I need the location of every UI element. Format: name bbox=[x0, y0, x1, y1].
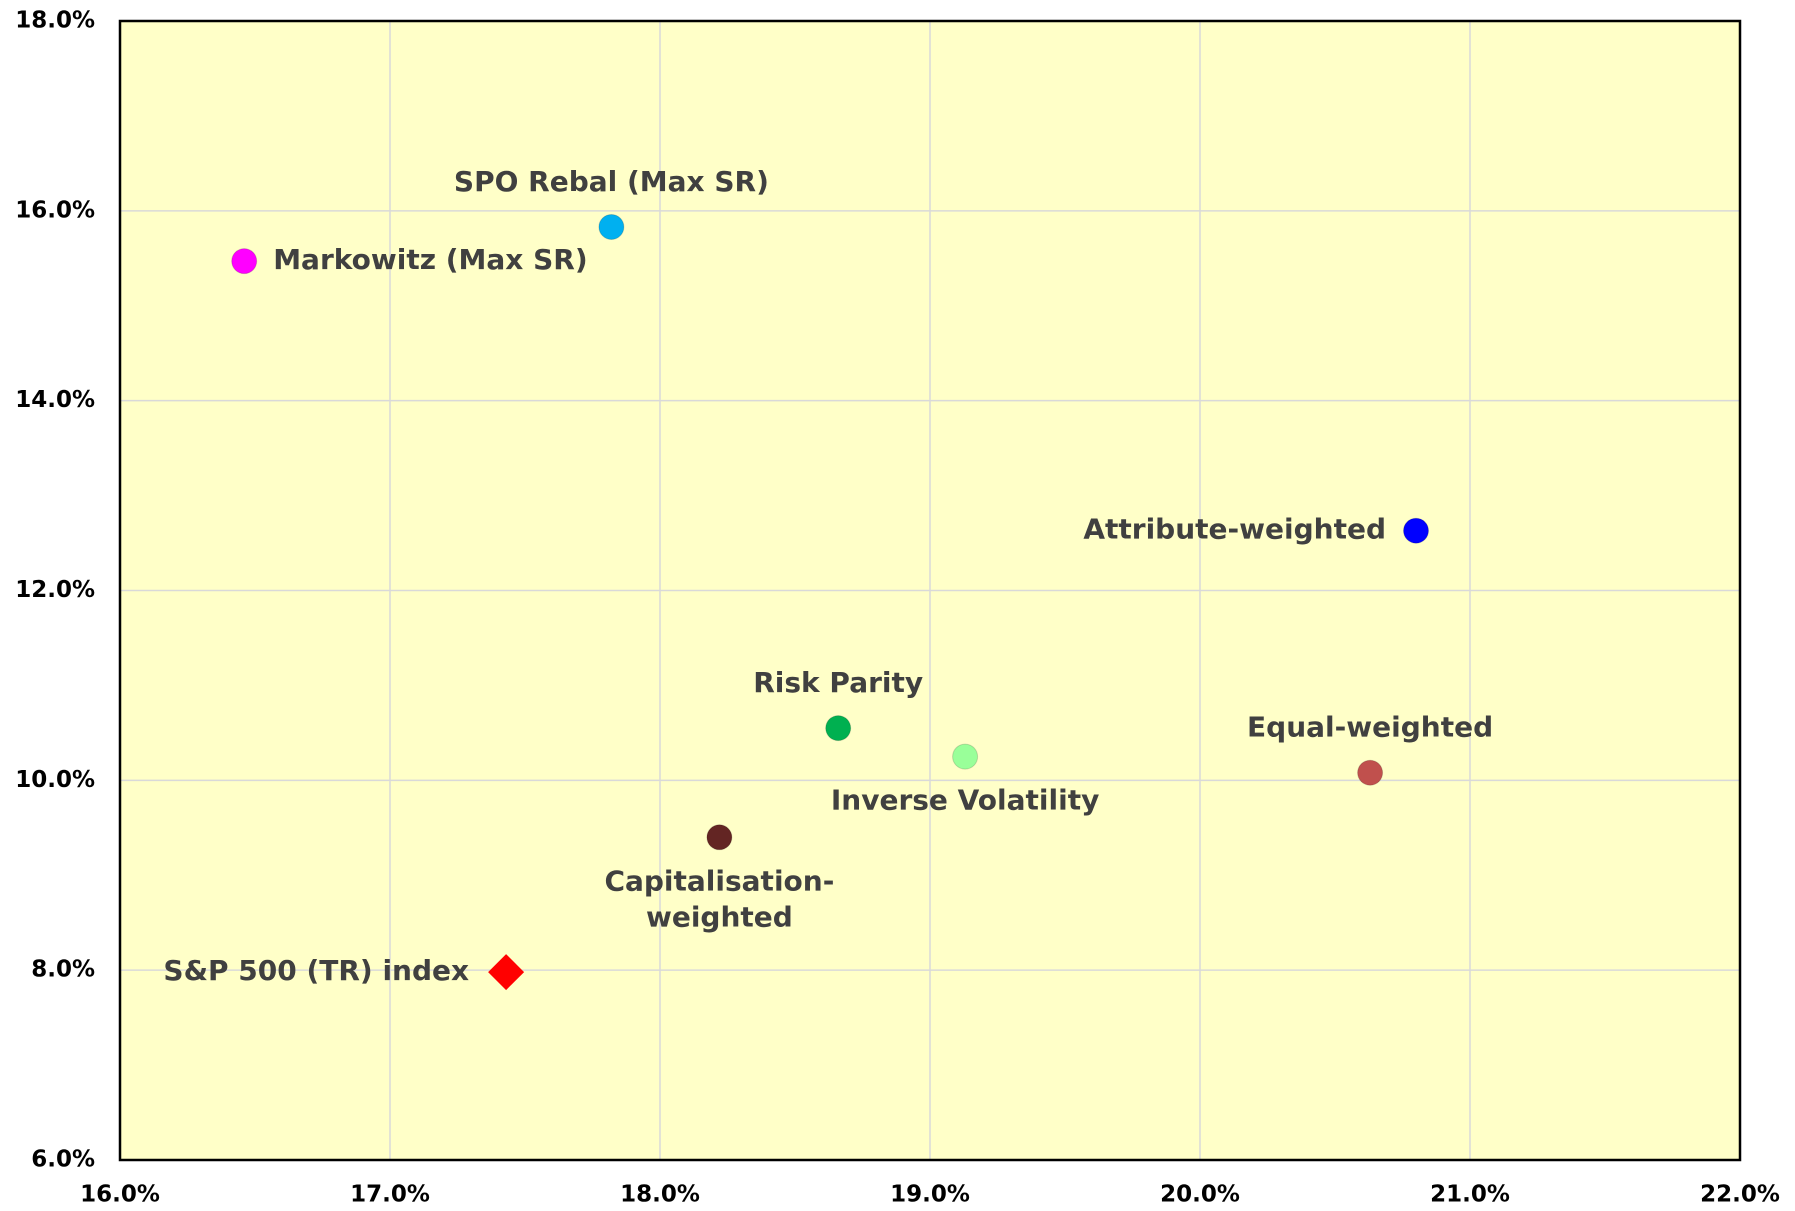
point bbox=[952, 743, 979, 770]
point-label: Equal-weighted bbox=[1247, 711, 1493, 744]
x-tick-label: 16.0% bbox=[80, 1182, 160, 1208]
y-tick-label: 16.0% bbox=[15, 197, 95, 223]
x-tick-label: 18.0% bbox=[620, 1182, 700, 1208]
point bbox=[825, 715, 852, 742]
point-label: Risk Parity bbox=[753, 666, 923, 699]
point bbox=[706, 824, 733, 851]
point bbox=[598, 213, 625, 240]
point-label: S&P 500 (TR) index bbox=[163, 954, 469, 987]
x-tick-label: 21.0% bbox=[1430, 1182, 1510, 1208]
point-label: Markowitz (Max SR) bbox=[273, 243, 587, 276]
x-tick-label: 19.0% bbox=[890, 1182, 970, 1208]
y-tick-label: 12.0% bbox=[15, 577, 95, 603]
y-tick-label: 18.0% bbox=[15, 8, 95, 34]
x-tick-label: 20.0% bbox=[1160, 1182, 1240, 1208]
point-label: SPO Rebal (Max SR) bbox=[454, 165, 769, 198]
point bbox=[1357, 759, 1384, 786]
point-label: Inverse Volatility bbox=[831, 784, 1100, 817]
point bbox=[1403, 517, 1429, 544]
y-tick-label: 14.0% bbox=[15, 387, 95, 413]
y-tick-label: 10.0% bbox=[15, 767, 95, 793]
point bbox=[231, 248, 258, 275]
point-label: Attribute-weighted bbox=[1083, 513, 1386, 546]
x-tick-label: 22.0% bbox=[1700, 1182, 1780, 1208]
point-label: Capitalisation-weighted bbox=[604, 864, 834, 933]
point bbox=[488, 954, 525, 991]
y-tick-label: 6.0% bbox=[31, 1147, 95, 1173]
x-tick-label: 17.0% bbox=[350, 1182, 430, 1208]
plot-frame bbox=[118, 19, 1742, 1162]
y-tick-label: 8.0% bbox=[31, 957, 95, 983]
